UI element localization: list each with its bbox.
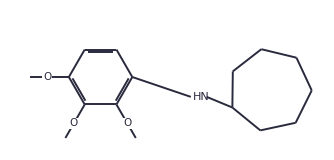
Text: O: O bbox=[43, 72, 51, 82]
Text: HN: HN bbox=[193, 92, 209, 102]
Text: O: O bbox=[70, 118, 78, 128]
Text: O: O bbox=[123, 118, 132, 128]
